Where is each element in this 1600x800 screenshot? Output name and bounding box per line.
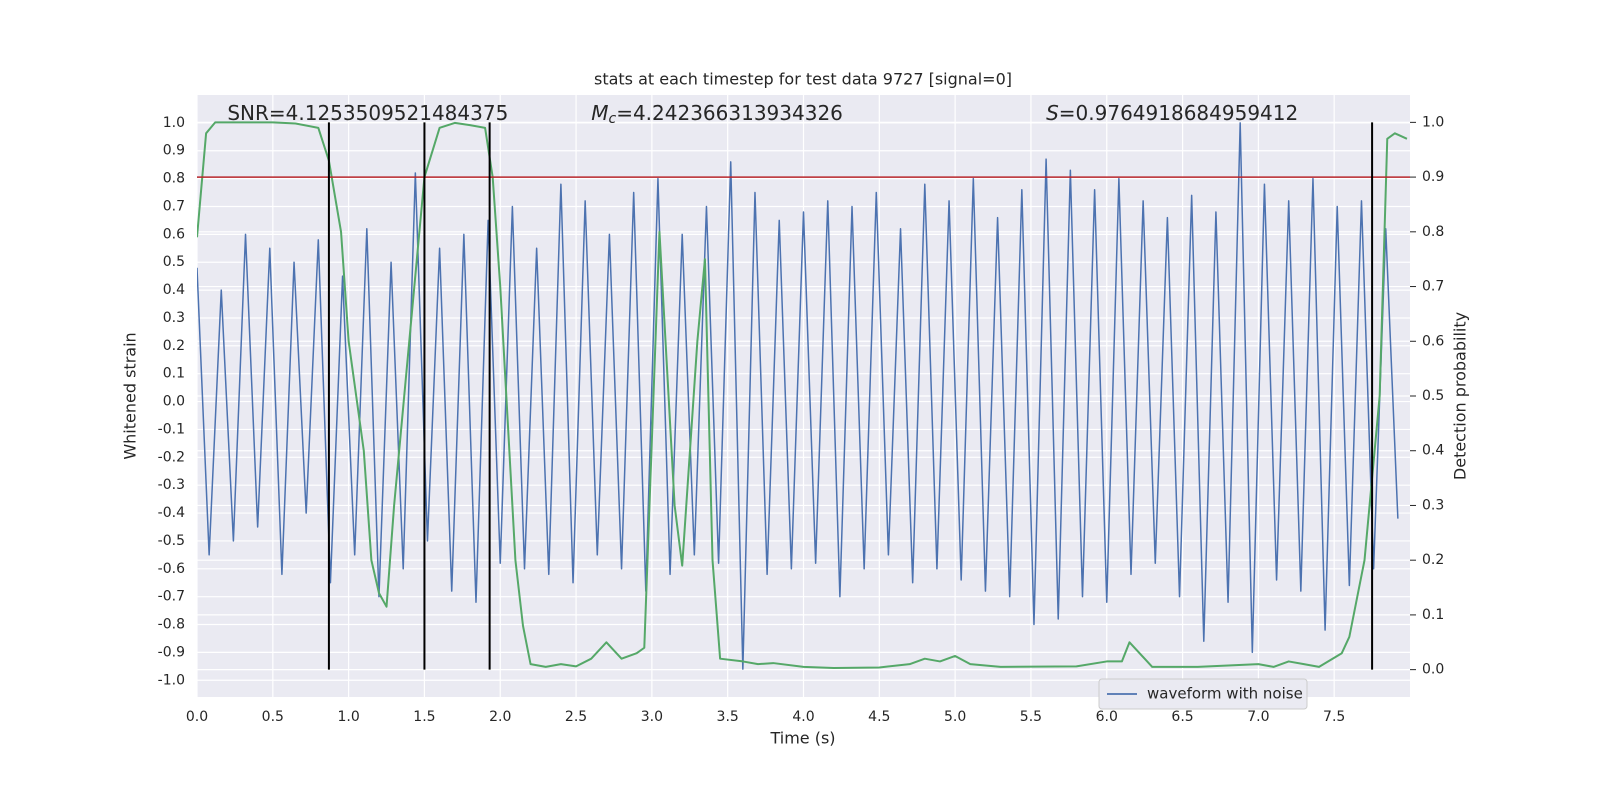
y2-tick-label: 0.4	[1422, 443, 1444, 459]
y2-tick-label: 0.7	[1422, 279, 1444, 295]
x-tick-label: 0.5	[262, 709, 284, 725]
annotation-value: =4.242366313934326	[616, 101, 843, 125]
annotation-symbol: SNR	[227, 101, 269, 125]
x-tick-label: 7.5	[1323, 709, 1345, 725]
y-tick-label: 0.4	[163, 282, 185, 298]
y2-axis-label: Detection probability	[1451, 312, 1470, 480]
x-tick-label: 5.0	[944, 709, 966, 725]
annotation: S=0.9764918684959412	[1046, 101, 1298, 125]
x-tick-label: 4.5	[868, 709, 890, 725]
y-tick-label: -0.1	[158, 421, 185, 437]
y-tick-label: -1.0	[158, 672, 185, 688]
y-tick-label: 0.2	[163, 338, 185, 354]
y2-tick-label: 0.6	[1422, 333, 1444, 349]
y-tick-label: 0.5	[163, 254, 185, 270]
x-tick-label: 2.5	[565, 709, 587, 725]
chart-title: stats at each timestep for test data 972…	[594, 70, 1012, 89]
annotation-subscript: c	[608, 111, 616, 127]
y2-tick-label: 0.0	[1422, 662, 1444, 678]
y-tick-label: 0.0	[163, 394, 185, 410]
legend-box	[1098, 678, 1308, 710]
annotation-value: =0.9764918684959412	[1059, 101, 1298, 125]
annotation-symbol: M	[591, 101, 608, 125]
x-tick-label: 1.5	[413, 709, 435, 725]
annotation-symbol: S	[1046, 101, 1059, 125]
x-tick-label: 7.0	[1247, 709, 1269, 725]
y-tick-label: -0.8	[158, 617, 185, 633]
series-line	[197, 121, 1408, 669]
y-tick-label: -0.9	[158, 644, 185, 660]
marks	[197, 121, 1410, 670]
x-axis-label: Time (s)	[769, 729, 835, 748]
x-tick-label: 4.0	[792, 709, 814, 725]
annotation-value: =4.1253509521484375	[269, 101, 508, 125]
y-tick-label: -0.4	[158, 505, 185, 521]
y-tick-label: 1.0	[163, 115, 185, 131]
y2-tick-label: 0.3	[1422, 497, 1444, 513]
y-tick-label: -0.7	[158, 589, 185, 605]
legend-label: waveform with noise	[1147, 685, 1303, 703]
y-tick-label: 0.3	[163, 310, 185, 326]
y-tick-label: -0.2	[158, 449, 185, 465]
y-axis-label: Whitened strain	[121, 332, 140, 459]
y-tick-label: -0.3	[158, 477, 185, 493]
annotation: SNR=4.1253509521484375	[227, 101, 508, 125]
y-tick-label: 0.6	[163, 226, 185, 242]
y-tick-label: 0.8	[163, 171, 185, 187]
y2-tick-label: 0.5	[1422, 388, 1444, 404]
y2-tick-label: 1.0	[1422, 114, 1444, 130]
series-line	[197, 122, 1399, 670]
y-tick-label: -0.5	[158, 533, 185, 549]
x-tick-label: 5.5	[1020, 709, 1042, 725]
y2-tick-label: 0.2	[1422, 552, 1444, 568]
y-tick-label: 0.9	[163, 143, 185, 159]
y2-tick-label: 0.9	[1422, 169, 1444, 185]
x-tick-label: 0.0	[186, 709, 208, 725]
x-tick-label: 3.0	[641, 709, 663, 725]
grid	[196, 95, 1410, 697]
y2-tick-label: 0.8	[1422, 224, 1444, 240]
x-tick-label: 6.5	[1171, 709, 1193, 725]
y-tick-label: 0.1	[163, 366, 185, 382]
x-tick-label: 2.0	[489, 709, 511, 725]
x-tick-label: 3.5	[717, 709, 739, 725]
x-tick-label: 6.0	[1096, 709, 1118, 725]
y2-tick-label: 0.1	[1422, 607, 1444, 623]
y-tick-label: 0.7	[163, 198, 185, 214]
annotation: Mc=4.242366313934326	[591, 101, 843, 128]
x-tick-label: 1.0	[337, 709, 359, 725]
labels: 0.0 0.5 1.0 1.5 2.0 2.5 3.0 3.5 4.0 4.5 5.0 5.5 6.0 6…	[158, 101, 1445, 726]
y-tick-label: -0.6	[158, 561, 185, 577]
